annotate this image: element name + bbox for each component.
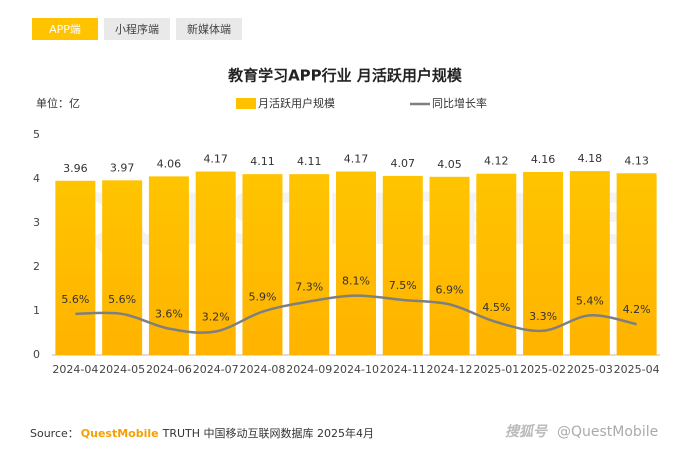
x-tick-label: 2024-10	[333, 363, 379, 376]
footer-platform: 搜狐号	[505, 423, 548, 440]
bar	[102, 180, 143, 355]
x-tick-label: 2024-05	[99, 363, 145, 376]
source-text: TRUTH 中国移动互联网数据库 2025年4月	[162, 426, 374, 440]
line-value-label: 8.1%	[342, 275, 370, 288]
bar-value-label: 3.96	[63, 162, 88, 175]
bar-value-label: 4.17	[203, 153, 228, 166]
y-tick-label: 3	[33, 216, 40, 229]
line-value-label: 3.2%	[202, 311, 230, 324]
y-tick-label: 4	[33, 172, 40, 185]
bar	[289, 174, 330, 355]
bar	[336, 171, 376, 355]
tab-label[interactable]: APP端	[49, 23, 81, 36]
line-value-label: 3.6%	[155, 308, 183, 321]
bar	[523, 171, 564, 355]
bar-value-label: 4.05	[437, 158, 462, 171]
source-brand: QuestMobile	[81, 427, 159, 440]
y-tick-label: 2	[33, 260, 40, 273]
footer-account: @QuestMobile	[557, 424, 658, 440]
bar-value-label: 4.16	[531, 153, 556, 166]
legend-label: 月活跃用户规模	[258, 96, 335, 110]
source: Source： QuestMobile TRUTH 中国移动互联网数据库 2025年…	[30, 426, 374, 440]
bar-value-label: 4.18	[578, 152, 603, 165]
bar-value-label: 4.17	[344, 153, 369, 166]
y-tick-label: 5	[33, 128, 40, 141]
legend-label: 同比增长率	[432, 96, 487, 110]
line-value-label: 5.4%	[576, 294, 604, 307]
chart-title: 教育学习APP行业 月活跃用户规模	[227, 67, 463, 85]
bar-value-label: 4.12	[484, 155, 509, 168]
bar	[429, 176, 470, 355]
bar	[382, 175, 423, 355]
line-value-label: 5.6%	[108, 293, 136, 306]
x-tick-label: 2025-02	[520, 363, 566, 376]
x-tick-label: 2024-12	[427, 363, 473, 376]
x-tick-label: 2024-04	[52, 363, 98, 376]
bar	[616, 173, 657, 355]
tab[interactable]	[104, 18, 170, 40]
x-tick-label: 2024-06	[146, 363, 192, 376]
unit-label: 单位：亿	[36, 96, 80, 110]
x-tick-label: 2024-11	[380, 363, 426, 376]
line-value-label: 6.9%	[436, 283, 464, 296]
tab[interactable]	[176, 18, 242, 40]
x-tick-label: 2025-01	[473, 363, 519, 376]
tab-label[interactable]: 小程序端	[115, 22, 159, 36]
bar	[476, 173, 517, 355]
tab-bar: APP端 小程序端 新媒体端	[32, 18, 242, 40]
line-value-label: 7.3%	[295, 280, 323, 293]
line-value-label: 7.5%	[389, 279, 417, 292]
bar	[569, 171, 610, 355]
x-tick-label: 2024-07	[193, 363, 239, 376]
x-tick-label: 2024-08	[239, 363, 285, 376]
bar-value-label: 4.07	[391, 157, 416, 170]
line-value-label: 4.5%	[482, 301, 510, 314]
source-prefix: Source：	[30, 427, 79, 440]
x-tick-label: 2025-04	[614, 363, 660, 376]
y-tick-label: 0	[33, 348, 40, 361]
bar	[55, 180, 96, 355]
line-value-label: 3.3%	[529, 310, 557, 323]
x-tick-label: 2024-09	[286, 363, 332, 376]
bar-value-label: 4.11	[250, 155, 275, 168]
line-value-label: 5.6%	[61, 293, 89, 306]
tab[interactable]	[32, 18, 98, 40]
line-value-label: 5.9%	[248, 291, 276, 304]
bar-value-label: 3.97	[110, 161, 135, 174]
line-value-label: 4.2%	[623, 303, 651, 316]
bar	[195, 171, 236, 355]
bar	[242, 174, 283, 355]
x-tick-label: 2025-03	[567, 363, 613, 376]
tab-label[interactable]: 新媒体端	[187, 22, 231, 36]
y-tick-label: 1	[33, 304, 40, 317]
legend-swatch	[236, 98, 256, 109]
bar-value-label: 4.11	[297, 155, 322, 168]
line	[75, 294, 637, 334]
bar-value-label: 4.06	[157, 157, 182, 170]
bar-value-label: 4.13	[624, 154, 649, 167]
